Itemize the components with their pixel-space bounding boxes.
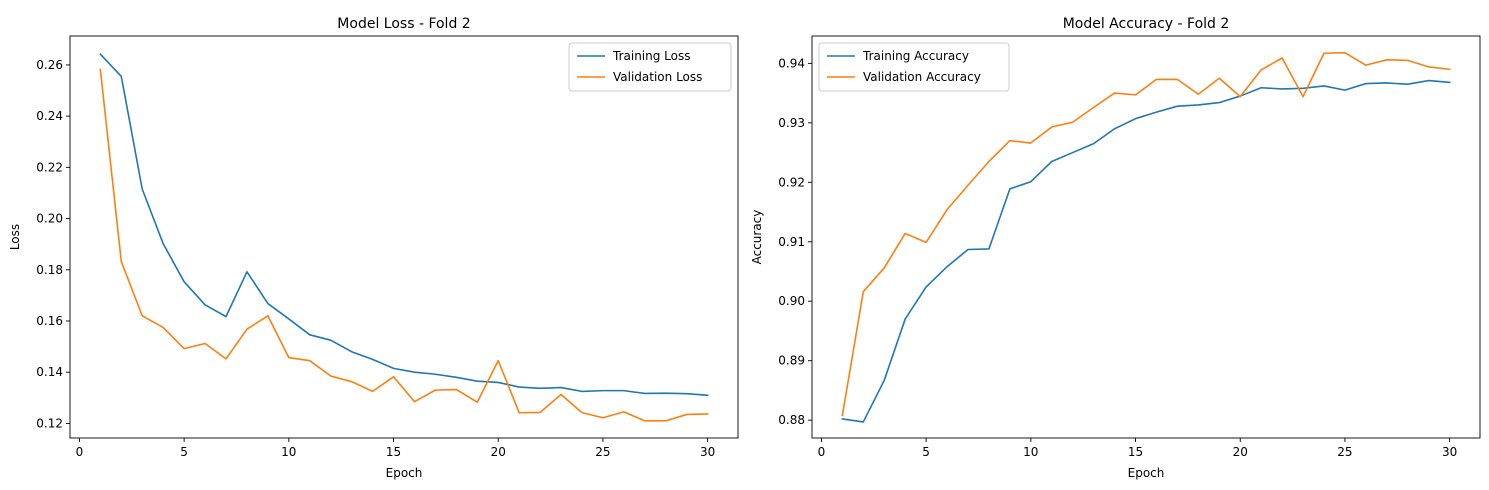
loss-series-training-line [99,53,709,397]
loss-y-tick-label: 0.26 [36,58,63,72]
loss-y-tick-label: 0.16 [36,314,63,328]
loss-x-tick-label: 30 [700,445,715,459]
loss-x-tick-label: 5 [180,445,188,459]
accuracy-x-tick-label: 5 [922,445,930,459]
loss-x-tick-label: 10 [281,445,296,459]
accuracy-axes-frame [811,35,1481,439]
loss-y-tick-label: 0.22 [36,160,63,174]
accuracy-y-tick-label: 0.90 [778,294,805,308]
accuracy-x-tick-label: 15 [1128,445,1143,459]
accuracy-x-tick-label: 30 [1442,445,1457,459]
accuracy-x-tick-label: 10 [1023,445,1038,459]
loss-series-validation-line [99,68,709,422]
loss-y-tick-label: 0.24 [36,109,63,123]
loss-legend-validation-label: Validation Loss [613,70,702,84]
accuracy-legend-box [818,42,1010,92]
loss-y-tick-label: 0.14 [36,365,63,379]
accuracy-y-tick-label: 0.89 [778,354,805,368]
accuracy-y-axis-label: Accuracy [750,210,764,265]
loss-x-axis-label: Epoch [386,466,423,480]
accuracy-y-tick-label: 0.93 [778,116,805,130]
loss-legend-box [568,42,732,92]
accuracy-y-tick-label: 0.88 [778,413,805,427]
accuracy-x-axis-label: Epoch [1128,466,1165,480]
accuracy-y-tick-label: 0.94 [778,56,805,70]
loss-axes-frame [69,35,739,439]
accuracy-series-training-line [841,79,1451,423]
loss-y-tick-label: 0.12 [36,416,63,430]
loss-chart-panel: Model Loss - Fold 2 0 5 10 15 20 25 30 0.12 0.14 0… [8,16,739,480]
loss-legend-training-label: Training Loss [612,49,690,63]
accuracy-y-tick-label: 0.92 [778,175,805,189]
loss-x-tick-label: 20 [491,445,506,459]
accuracy-x-tick-label: 25 [1337,445,1352,459]
accuracy-x-tick-label: 20 [1233,445,1248,459]
accuracy-legend-training-label: Training Accuracy [862,49,969,63]
accuracy-legend-validation-label: Validation Accuracy [863,70,981,84]
loss-y-tick-label: 0.18 [36,263,63,277]
loss-y-axis-label: Loss [8,224,22,250]
loss-chart-title: Model Loss - Fold 2 [337,16,470,32]
accuracy-chart-title: Model Accuracy - Fold 2 [1063,16,1230,32]
loss-x-tick-label: 25 [595,445,610,459]
accuracy-x-tick-label: 0 [818,445,826,459]
loss-x-tick-label: 15 [386,445,401,459]
loss-y-tick-label: 0.20 [36,212,63,226]
loss-legend: Training Loss Validation Loss [568,42,732,92]
accuracy-series-validation-line [841,51,1451,417]
accuracy-legend: Training Accuracy Validation Accuracy [818,42,1010,92]
accuracy-chart-panel: Model Accuracy - Fold 2 0 5 10 15 20 25 30 0.88 0… [750,16,1481,480]
loss-x-tick-label: 0 [76,445,84,459]
accuracy-y-tick-label: 0.91 [778,235,805,249]
